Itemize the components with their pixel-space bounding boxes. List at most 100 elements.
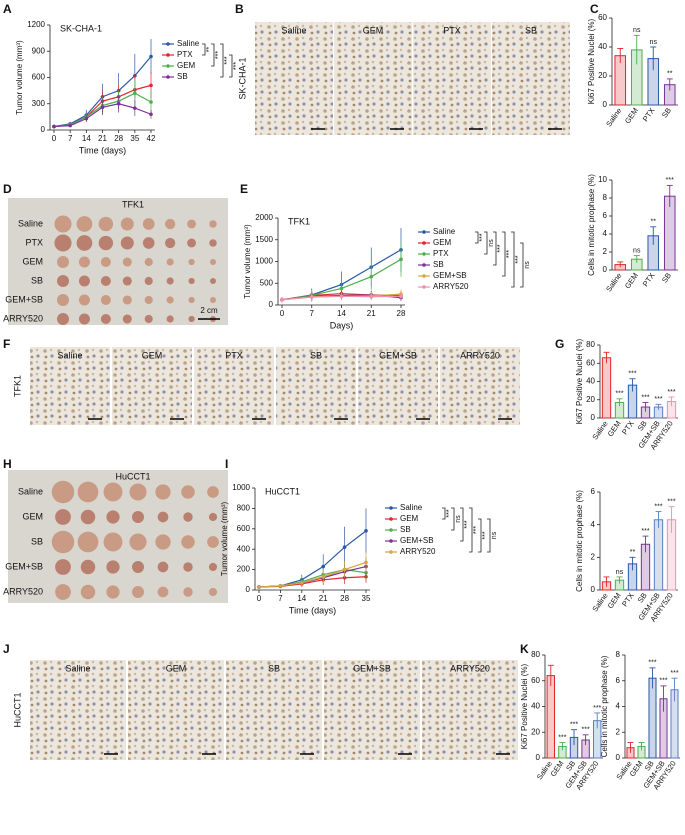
point: [309, 295, 314, 299]
significance: **: [630, 549, 636, 556]
row-label: GEM: [22, 511, 43, 521]
tumor: [181, 485, 195, 499]
y-tick-label: 1500: [255, 235, 273, 244]
significance: ***: [473, 526, 480, 534]
tumor: [55, 509, 71, 525]
x-tick-label: 14: [82, 134, 91, 143]
tumor: [106, 585, 120, 599]
micrograph: [334, 22, 412, 135]
tumor: [207, 486, 219, 498]
bracket: [502, 231, 506, 277]
x-tick-label: PTX: [641, 271, 657, 288]
legend-marker: [422, 263, 426, 267]
tumor: [122, 257, 132, 267]
tumor: [76, 235, 93, 251]
row-label: GEM+SB: [5, 561, 43, 571]
row-label: Saline: [18, 486, 43, 496]
legend-label: PTX: [433, 249, 449, 258]
point: [133, 91, 137, 96]
tumor: [142, 237, 155, 249]
x-tick-label: PTX: [620, 591, 636, 608]
x-tick-label: PTX: [620, 419, 636, 436]
point: [116, 101, 121, 106]
y-tick-label: 0: [603, 265, 608, 274]
x-tick-label: 28: [114, 134, 123, 143]
micrograph: [128, 660, 224, 760]
point: [68, 123, 72, 128]
point: [399, 294, 403, 299]
tumor: [188, 258, 195, 266]
tumor: [188, 277, 195, 285]
image-label: GEM: [142, 350, 163, 360]
series-line: [258, 568, 367, 588]
tumor: [103, 532, 123, 552]
bracket: [478, 518, 482, 553]
side-label: HuCCT1: [12, 692, 22, 727]
tumor: [55, 584, 71, 600]
x-tick-label: 28: [397, 309, 406, 318]
x-tick-label: Saline: [604, 106, 623, 128]
tumor: [155, 534, 171, 550]
y-tick-label: 20: [586, 395, 595, 404]
point: [149, 112, 153, 117]
point: [280, 297, 284, 302]
tumor: [76, 216, 93, 232]
bar: [663, 195, 676, 271]
micrograph: [112, 347, 192, 425]
legend-marker: [422, 252, 426, 256]
micrograph: [30, 660, 126, 760]
tumor: [100, 275, 111, 287]
significance: ***: [641, 528, 649, 535]
micrograph: [30, 347, 110, 425]
point: [278, 584, 283, 588]
significance: ***: [224, 56, 231, 64]
image-label: PTX: [225, 350, 243, 360]
panel-letter: B: [235, 2, 244, 16]
significance: ns: [633, 27, 641, 34]
legend-label: SB: [433, 260, 444, 269]
significance: **: [206, 47, 213, 53]
panel-letter: J: [3, 642, 10, 656]
y-tick-label: 80: [586, 340, 595, 349]
row-label: ARRY520: [3, 586, 43, 596]
legend-label: SB: [400, 525, 411, 534]
legend-marker: [166, 75, 170, 79]
tumor: [187, 238, 197, 248]
y-tick-label: 0: [41, 125, 46, 134]
significance: ***: [670, 670, 678, 677]
y-tick-label: 0: [616, 753, 621, 762]
y-tick-label: 2: [616, 727, 621, 736]
image-label: PTX: [443, 25, 461, 35]
row-label: ARRY520: [3, 313, 43, 323]
tumor: [187, 219, 197, 229]
significance: ***: [582, 727, 590, 734]
image-label: Saline: [281, 25, 306, 35]
y-tick-label: 600: [32, 73, 46, 82]
bracket: [211, 43, 215, 67]
x-tick-label: SB: [660, 106, 673, 119]
y-tick-label: 0: [246, 585, 251, 594]
y-axis-label: Ki67 Positive Nuclei (%): [520, 663, 529, 749]
tumor: [54, 234, 72, 252]
bar: [648, 677, 657, 759]
significance: ***: [654, 396, 662, 403]
tumor: [183, 587, 193, 597]
tumor: [132, 511, 144, 523]
y-tick-label: 2: [591, 552, 596, 561]
point: [369, 294, 374, 299]
y-tick-label: 300: [32, 99, 46, 108]
tumor: [142, 218, 155, 230]
tumor: [54, 215, 72, 233]
significance: ***: [215, 51, 222, 59]
tumor: [129, 533, 147, 551]
y-tick-label: 6: [591, 487, 596, 496]
point: [364, 529, 368, 533]
x-tick-label: GEM: [606, 419, 623, 438]
y-tick-label: 600: [237, 524, 251, 533]
point: [339, 294, 344, 299]
x-tick-label: 35: [130, 134, 139, 143]
photo-title: TFK1: [122, 199, 144, 209]
y-tick-label: 2: [603, 247, 608, 256]
y-tick-label: 1000: [255, 257, 273, 266]
legend-marker: [422, 274, 426, 278]
